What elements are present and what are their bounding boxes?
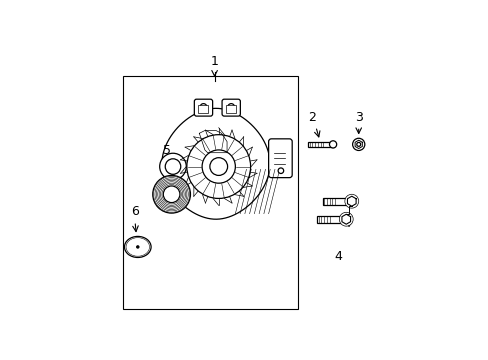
Text: 5: 5 xyxy=(163,144,171,157)
Bar xyxy=(317,216,347,222)
Circle shape xyxy=(137,246,139,248)
Circle shape xyxy=(162,185,181,204)
Polygon shape xyxy=(354,140,362,149)
Ellipse shape xyxy=(126,238,149,256)
Circle shape xyxy=(160,183,183,205)
Circle shape xyxy=(186,135,250,198)
Circle shape xyxy=(209,158,227,175)
Text: 6: 6 xyxy=(131,204,139,217)
Circle shape xyxy=(163,186,180,203)
FancyBboxPatch shape xyxy=(222,99,240,116)
Bar xyxy=(226,105,236,113)
Circle shape xyxy=(156,179,186,210)
Bar xyxy=(322,198,352,204)
Circle shape xyxy=(352,138,364,150)
Circle shape xyxy=(344,194,358,208)
Ellipse shape xyxy=(124,237,151,257)
Circle shape xyxy=(159,182,183,207)
Circle shape xyxy=(153,176,189,212)
Text: 3: 3 xyxy=(354,111,362,123)
Circle shape xyxy=(160,153,186,180)
Text: 1: 1 xyxy=(210,55,218,68)
Text: 4: 4 xyxy=(333,250,341,263)
Circle shape xyxy=(202,150,235,183)
Polygon shape xyxy=(341,214,350,224)
Circle shape xyxy=(158,180,185,208)
Circle shape xyxy=(152,175,190,213)
Polygon shape xyxy=(199,131,226,153)
Bar xyxy=(307,141,334,147)
FancyBboxPatch shape xyxy=(268,139,292,177)
Circle shape xyxy=(227,104,234,110)
Polygon shape xyxy=(162,108,269,219)
FancyBboxPatch shape xyxy=(194,99,212,116)
Circle shape xyxy=(329,141,336,148)
Circle shape xyxy=(356,143,360,146)
Polygon shape xyxy=(347,196,355,206)
Circle shape xyxy=(165,159,181,174)
Circle shape xyxy=(278,168,283,174)
Circle shape xyxy=(339,212,352,226)
Circle shape xyxy=(155,177,188,211)
Bar xyxy=(198,105,208,113)
Circle shape xyxy=(200,104,206,110)
Text: 2: 2 xyxy=(307,111,315,123)
Bar xyxy=(123,76,297,309)
